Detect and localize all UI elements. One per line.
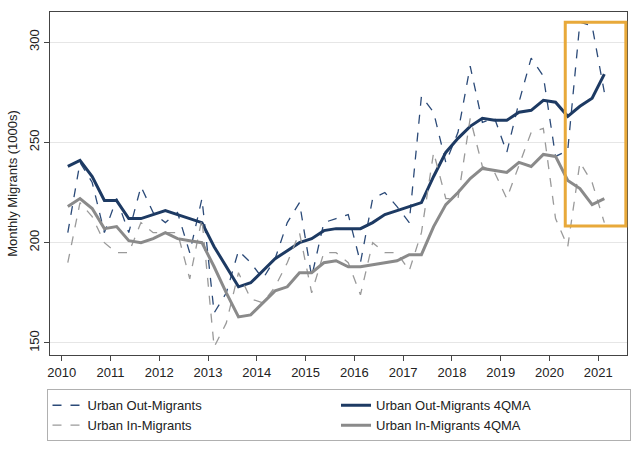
svg-text:2016: 2016: [340, 365, 369, 380]
svg-text:250: 250: [27, 130, 42, 152]
svg-text:2015: 2015: [291, 365, 320, 380]
svg-text:150: 150: [27, 330, 42, 352]
svg-text:Urban Out-Migrants: Urban Out-Migrants: [88, 398, 203, 413]
svg-text:2011: 2011: [96, 365, 124, 380]
svg-text:2020: 2020: [535, 365, 564, 380]
svg-text:2010: 2010: [47, 365, 76, 380]
svg-text:300: 300: [27, 29, 42, 51]
svg-text:Urban In-Migrants 4QMA: Urban In-Migrants 4QMA: [376, 418, 521, 433]
svg-text:2013: 2013: [194, 365, 223, 380]
svg-text:Urban In-Migrants: Urban In-Migrants: [88, 418, 193, 433]
svg-text:2014: 2014: [242, 365, 271, 380]
svg-text:2021: 2021: [584, 365, 613, 380]
svg-text:2019: 2019: [486, 365, 515, 380]
svg-text:Monthly Migrants (1000s): Monthly Migrants (1000s): [5, 110, 20, 257]
svg-text:2012: 2012: [145, 365, 174, 380]
svg-text:Urban Out-Migrants 4QMA: Urban Out-Migrants 4QMA: [376, 398, 531, 413]
svg-text:2018: 2018: [437, 365, 466, 380]
svg-text:200: 200: [27, 230, 42, 252]
svg-text:2017: 2017: [389, 365, 418, 380]
